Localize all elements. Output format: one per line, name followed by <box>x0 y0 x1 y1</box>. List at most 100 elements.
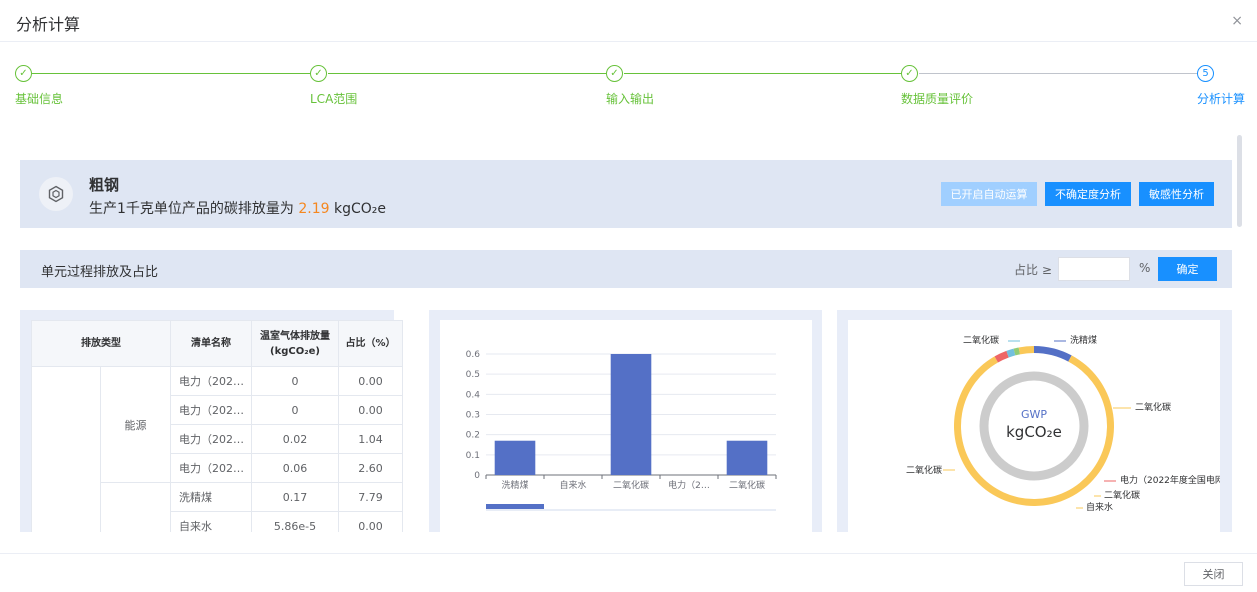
step-1-check-icon[interactable]: ✓ <box>15 65 32 82</box>
sensitivity-analysis-button[interactable]: 敏感性分析 <box>1139 182 1214 206</box>
col-header-type: 排放类型 <box>31 320 171 367</box>
x-tick-label: 二氧化碳 <box>613 479 649 491</box>
row-ghg: 0 <box>251 395 339 425</box>
step-5-number[interactable]: 5 <box>1197 65 1214 82</box>
step-3-check-icon[interactable]: ✓ <box>606 65 623 82</box>
pie-chart-panel: GWP kgCO₂e 二氧化碳 洗精煤 二氧化碳 二氧化碳 电力（2022年度全国电网 二氧化… <box>837 310 1232 532</box>
emission-table: 排放类型 清单名称 温室气体排放量(kgCO₂e) 占比（%） 能源 电力（20… <box>31 320 403 532</box>
y-tick-label: 0.2 <box>466 431 480 441</box>
row-ratio: 1.04 <box>338 424 403 454</box>
step-connector <box>32 73 310 74</box>
row-ghg: 0 <box>251 366 339 396</box>
x-tick-label: 电力（2… <box>668 479 710 491</box>
content-area: 粗钢 生产1千克单位产品的碳排放量为 2.19 kgCO₂e 已开启自动运算 不… <box>20 160 1232 532</box>
y-tick-label: 0.5 <box>466 370 480 380</box>
x-tick-label: 二氧化碳 <box>729 479 765 491</box>
step-3-label[interactable]: 输入输出 <box>606 92 655 106</box>
steps-bar: ✓ 基础信息 ✓ LCA范围 ✓ 输入输出 ✓ 数据质量评价 5 分析计算 <box>0 62 1257 112</box>
ratio-filter-label: 占比 ≥ <box>1014 263 1052 277</box>
row-ghg: 0.02 <box>251 424 339 454</box>
group-cell: 能源 <box>100 366 171 483</box>
bar-chart-container: 0 0.1 0.2 0.3 0.4 0.5 0.6 洗精煤 自来水 二氧化碳 电力（2… 二氧化碳 <box>440 320 812 532</box>
pie-label: 洗精煤 <box>1070 334 1097 346</box>
pie-slice <box>994 350 1009 363</box>
row-ratio: 0.00 <box>338 366 403 396</box>
data-zoom-handle <box>486 504 544 509</box>
table-row: 能源 电力（202… 0 0.00 <box>31 366 403 532</box>
close-button[interactable]: 关闭 <box>1184 562 1243 586</box>
step-connector <box>624 73 902 74</box>
dialog-title: 分析计算 <box>16 15 81 34</box>
bar <box>494 440 536 475</box>
x-tick-label: 洗精煤 <box>501 479 528 491</box>
y-tick-label: 0.1 <box>466 451 480 461</box>
step-4-check-icon[interactable]: ✓ <box>901 65 918 82</box>
dialog-footer: 关闭 <box>0 553 1257 592</box>
auto-calc-button[interactable]: 已开启自动运算 <box>941 182 1037 206</box>
type-cell <box>31 366 101 532</box>
pie-label: 电力（2022年度全国电网 <box>1120 474 1220 486</box>
row-name: 洗精煤 <box>170 482 252 512</box>
row-ghg: 5.86e-5 <box>251 511 339 532</box>
uncertainty-analysis-button[interactable]: 不确定度分析 <box>1045 182 1131 206</box>
step-5-label[interactable]: 分析计算 <box>1197 92 1246 106</box>
table-row: 自来水 5.86e-5 0.00 <box>32 511 403 532</box>
pie-slice <box>1018 346 1034 355</box>
col-header-ghg: 温室气体排放量(kgCO₂e) <box>251 320 339 367</box>
ratio-filter-input[interactable] <box>1058 257 1130 281</box>
product-name: 粗钢 <box>89 176 120 194</box>
row-ghg: 0.06 <box>251 453 339 483</box>
y-tick-label: 0 <box>474 471 480 481</box>
scrollbar-thumb[interactable] <box>1237 135 1242 227</box>
pie-chart-container: GWP kgCO₂e 二氧化碳 洗精煤 二氧化碳 二氧化碳 电力（2022年度全国电网 二氧化… <box>848 320 1220 532</box>
table-row: 洗精煤 0.17 7.79 <box>32 482 403 532</box>
group-cell <box>100 482 171 532</box>
dialog-header: 分析计算 × <box>0 0 1257 42</box>
pie-slice <box>1006 348 1016 358</box>
gwp-ring <box>979 371 1089 481</box>
ratio-confirm-button[interactable]: 确定 <box>1158 257 1217 281</box>
table-container: 排放类型 清单名称 温室气体排放量(kgCO₂e) 占比（%） 能源 电力（20… <box>31 320 403 532</box>
product-summary-card: 粗钢 生产1千克单位产品的碳排放量为 2.19 kgCO₂e 已开启自动运算 不… <box>20 160 1232 228</box>
row-name: 电力（202… <box>170 395 252 425</box>
pie-label: 二氧化碳 <box>963 334 999 346</box>
section-title: 单元过程排放及占比 <box>41 265 159 280</box>
row-name: 自来水 <box>170 511 252 532</box>
row-ratio: 0.00 <box>338 511 403 532</box>
pie-slice <box>1013 347 1021 356</box>
bar-chart: 0 0.1 0.2 0.3 0.4 0.5 0.6 洗精煤 自来水 二氧化碳 电力（2… 二氧化碳 <box>466 350 777 511</box>
col-header-ratio: 占比（%） <box>338 320 403 367</box>
x-tick-label: 自来水 <box>559 479 586 491</box>
emission-summary-prefix: 生产1千克单位产品的碳排放量为 <box>89 201 294 217</box>
y-tick-label: 0.4 <box>466 390 481 400</box>
bar <box>610 354 652 475</box>
row-ghg: 0.17 <box>251 482 339 512</box>
percent-sign: % <box>1139 261 1151 275</box>
pie-label: 二氧化碳 <box>906 464 942 476</box>
close-icon[interactable]: × <box>1231 13 1243 29</box>
emission-unit: kgCO₂e <box>334 201 387 217</box>
y-tick-label: 0.6 <box>466 350 481 360</box>
row-ratio: 0.00 <box>338 395 403 425</box>
step-connector <box>328 73 606 74</box>
emission-summary: 生产1千克单位产品的碳排放量为 2.19 kgCO₂e <box>89 198 386 218</box>
gwp-label: GWP <box>1021 408 1047 421</box>
step-2-check-icon[interactable]: ✓ <box>310 65 327 82</box>
row-name: 电力（202… <box>170 453 252 483</box>
step-4-label[interactable]: 数据质量评价 <box>901 92 974 106</box>
table-panel: 排放类型 清单名称 温室气体排放量(kgCO₂e) 占比（%） 能源 电力（20… <box>20 310 403 532</box>
gwp-unit: kgCO₂e <box>1006 423 1062 441</box>
hexagon-icon <box>39 177 73 211</box>
pie-slice <box>1034 346 1072 362</box>
step-1-label[interactable]: 基础信息 <box>15 92 64 106</box>
table-row: 电力（202… 0 0.00 <box>32 395 403 425</box>
row-name: 电力（202… <box>170 424 252 454</box>
bar-chart-panel: 0 0.1 0.2 0.3 0.4 0.5 0.6 洗精煤 自来水 二氧化碳 电力（2… 二氧化碳 <box>429 310 822 532</box>
section-header: 单元过程排放及占比 占比 ≥ % 确定 <box>20 250 1232 288</box>
step-connector <box>919 73 1197 74</box>
pie-label: 二氧化碳 <box>1135 401 1171 413</box>
step-2-label[interactable]: LCA范围 <box>310 92 358 106</box>
bar <box>726 440 768 475</box>
